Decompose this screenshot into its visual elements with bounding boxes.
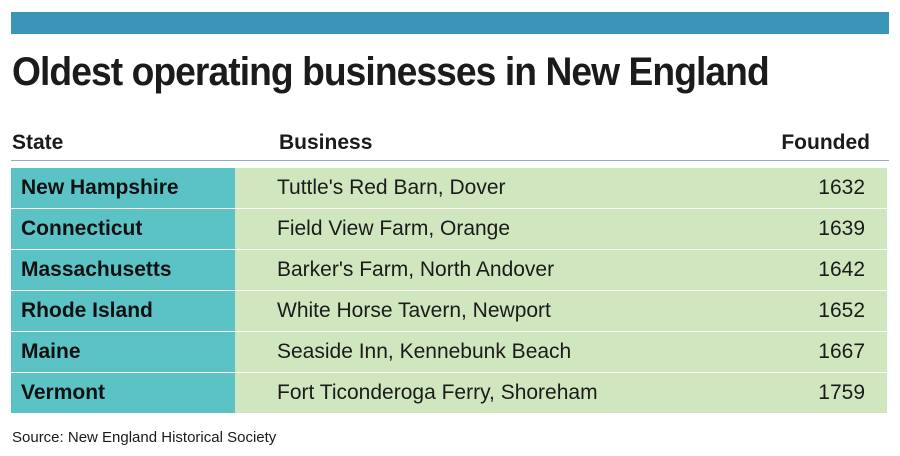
row-detail: Barker's Farm, North Andover 1642 [235, 250, 887, 290]
business-cell: Tuttle's Red Barn, Dover [277, 176, 506, 199]
column-header-business: Business [279, 131, 373, 154]
founded-cell: 1759 [818, 381, 865, 404]
state-cell: Connecticut [11, 209, 235, 249]
business-cell: Barker's Farm, North Andover [277, 258, 555, 281]
row-detail: Field View Farm, Orange 1639 [235, 209, 887, 249]
founded-cell: 1652 [818, 299, 865, 322]
header-divider [11, 160, 889, 161]
state-cell: Massachusetts [11, 250, 235, 290]
table-row: Rhode Island White Horse Tavern, Newport… [11, 291, 887, 331]
chart-title: Oldest operating businesses in New Engla… [12, 50, 770, 94]
founded-cell: 1642 [818, 258, 865, 281]
table-row: Massachusetts Barker's Farm, North Andov… [11, 250, 887, 290]
founded-cell: 1639 [818, 217, 865, 240]
top-accent-bar [11, 12, 889, 34]
business-cell: Fort Ticonderoga Ferry, Shoreham [277, 381, 598, 404]
business-cell: Field View Farm, Orange [277, 217, 511, 240]
row-detail: Tuttle's Red Barn, Dover 1632 [235, 168, 887, 208]
business-cell: White Horse Tavern, Newport [277, 299, 551, 322]
column-header-founded: Founded [781, 131, 870, 154]
column-header-state: State [12, 131, 64, 154]
state-cell: Vermont [11, 373, 235, 413]
state-cell: New Hampshire [11, 168, 235, 208]
source-note: Source: New England Historical Society [12, 429, 277, 446]
state-cell: Maine [11, 332, 235, 372]
row-detail: White Horse Tavern, Newport 1652 [235, 291, 887, 331]
table-body: New Hampshire Tuttle's Red Barn, Dover 1… [11, 168, 887, 414]
table-row: Maine Seaside Inn, Kennebunk Beach 1667 [11, 332, 887, 372]
table-row: Vermont Fort Ticonderoga Ferry, Shoreham… [11, 373, 887, 413]
business-cell: Seaside Inn, Kennebunk Beach [277, 340, 572, 363]
founded-cell: 1667 [818, 340, 865, 363]
row-detail: Seaside Inn, Kennebunk Beach 1667 [235, 332, 887, 372]
row-detail: Fort Ticonderoga Ferry, Shoreham 1759 [235, 373, 887, 413]
table-row: Connecticut Field View Farm, Orange 1639 [11, 209, 887, 249]
founded-cell: 1632 [818, 176, 865, 199]
state-cell: Rhode Island [11, 291, 235, 331]
table-row: New Hampshire Tuttle's Red Barn, Dover 1… [11, 168, 887, 208]
